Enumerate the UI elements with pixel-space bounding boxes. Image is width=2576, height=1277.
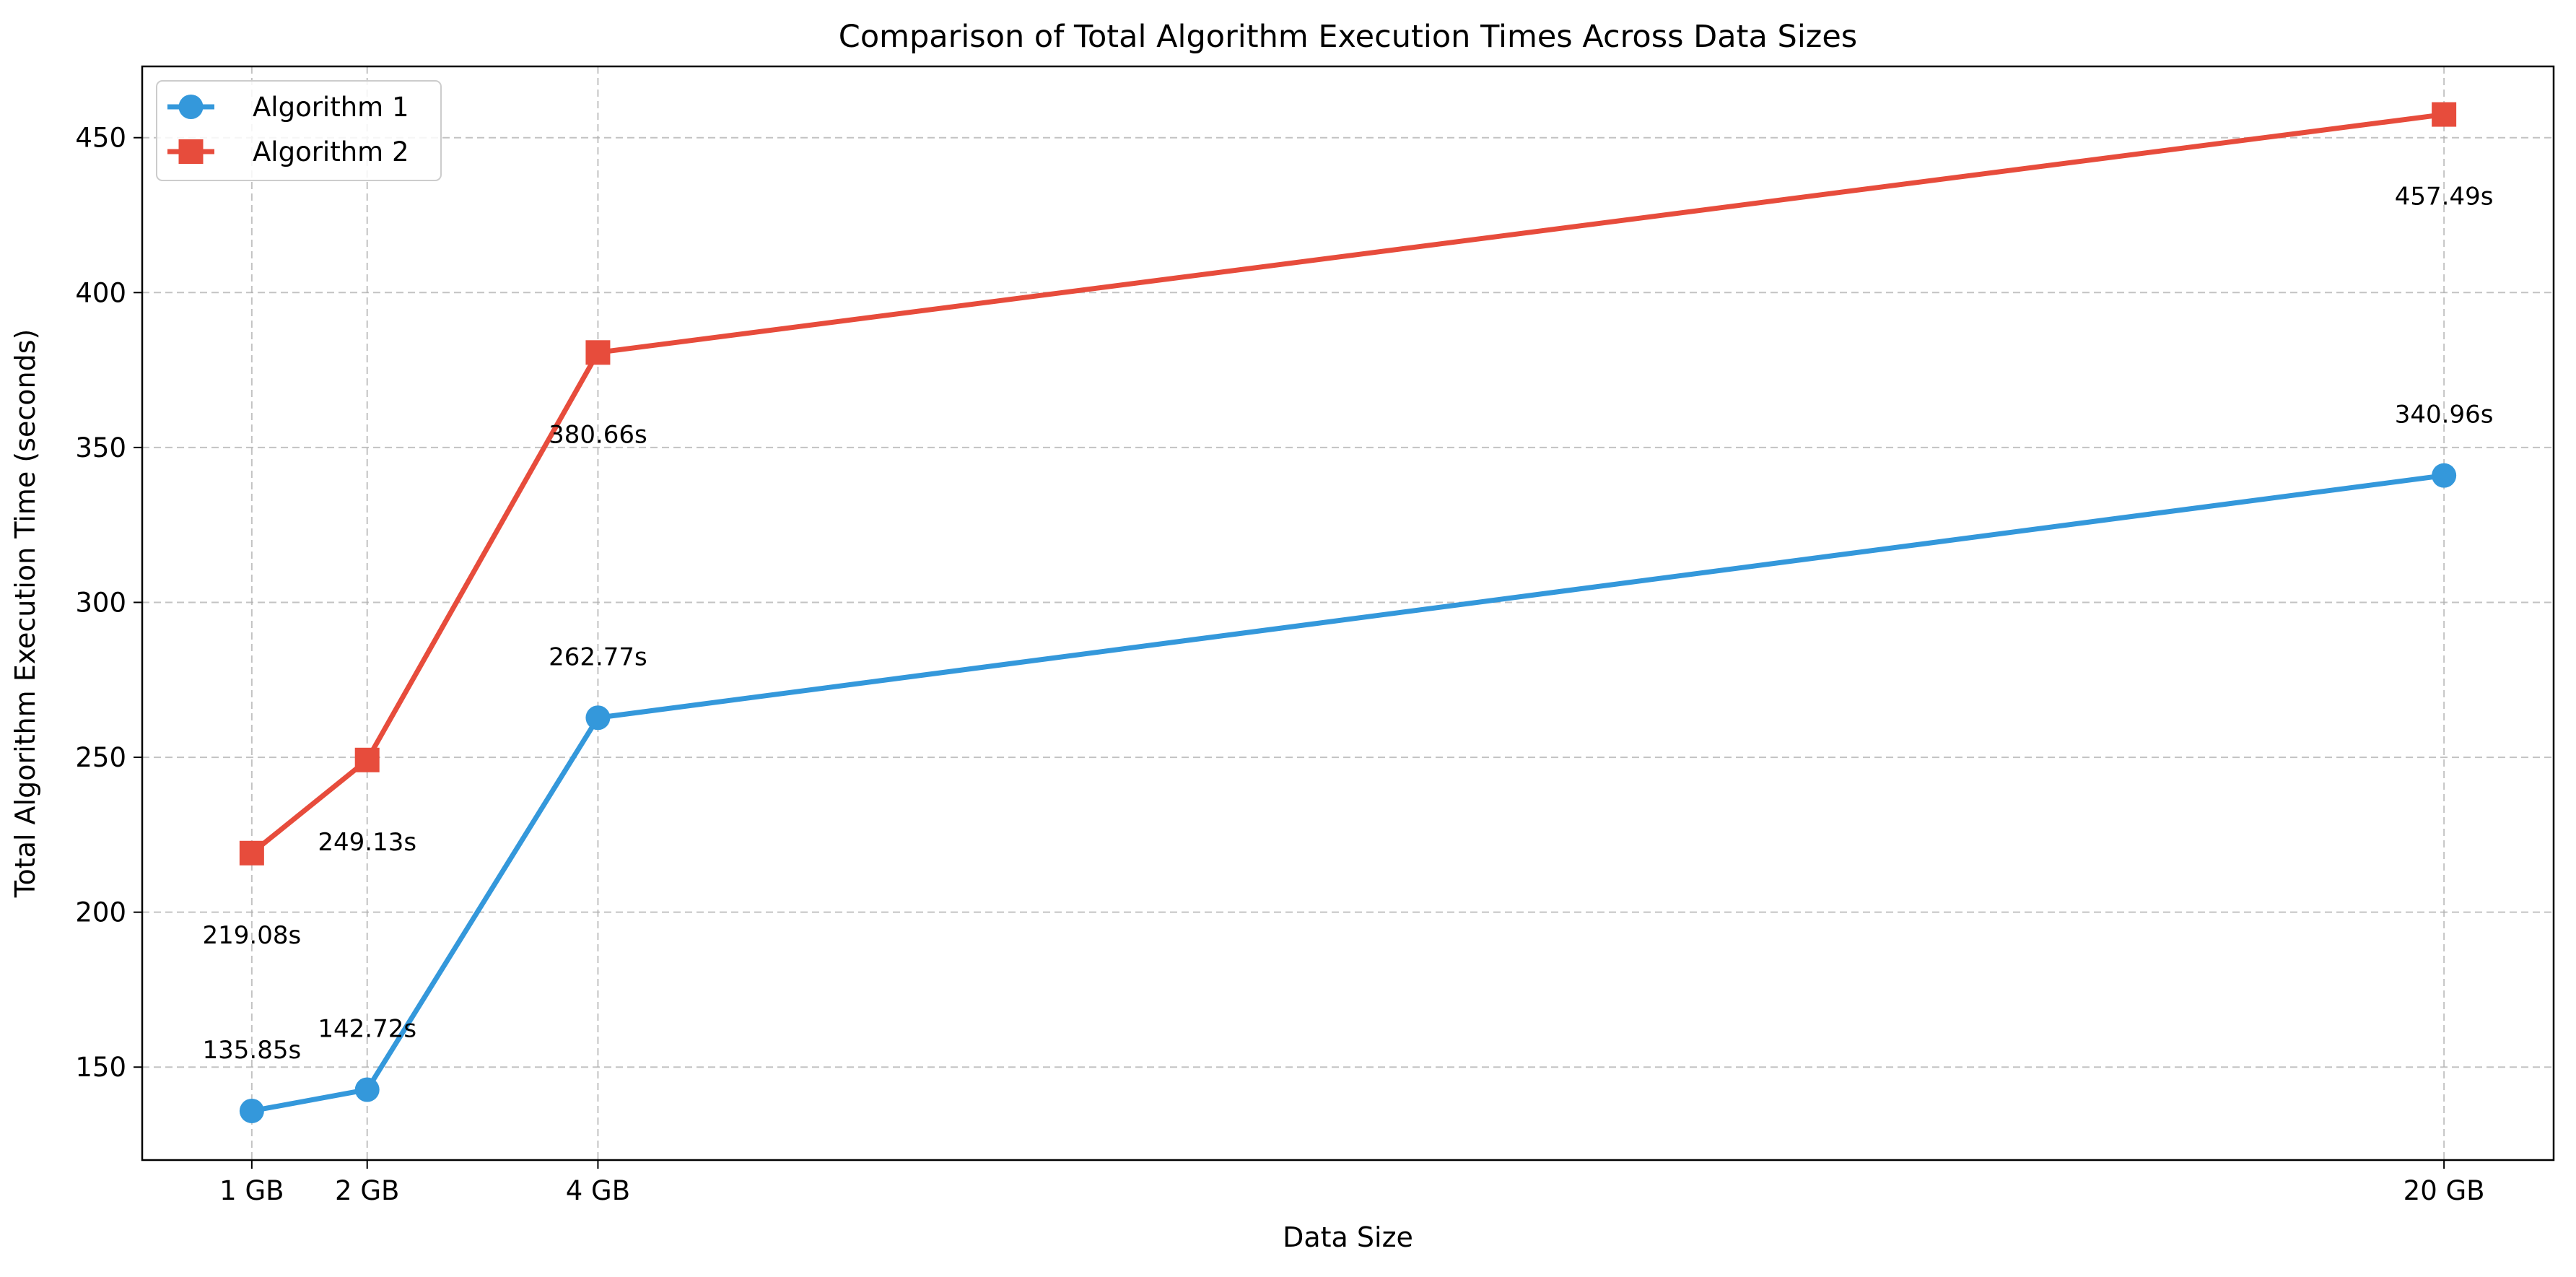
chart-title: Comparison of Total Algorithm Execution … <box>839 19 1857 55</box>
x-tick-label: 2 GB <box>335 1175 399 1206</box>
data-label: 219.08s <box>203 921 302 950</box>
data-labels: 135.85s 142.72s 262.77s 340.96s 219.08s 249.1… <box>203 183 2494 1065</box>
axis-ticks: 150 200 250 300 350 400 450 1 GB 2 GB 4 GB 20 GB <box>75 123 2484 1206</box>
y-tick-label: 450 <box>75 123 126 154</box>
grid-lines <box>142 66 2554 1160</box>
x-tick-label: 4 GB <box>566 1175 630 1206</box>
data-point <box>239 1098 264 1123</box>
y-tick-label: 400 <box>75 277 126 308</box>
data-label: 457.49s <box>2395 183 2494 212</box>
data-label: 249.13s <box>318 828 416 857</box>
data-point <box>585 705 611 731</box>
legend: Algorithm 1 Algorithm 2 <box>156 80 442 181</box>
data-label: 380.66s <box>549 420 647 449</box>
legend-label: Algorithm 2 <box>253 136 409 167</box>
data-point <box>585 340 611 365</box>
x-axis-label: Data Size <box>1283 1221 1413 1253</box>
legend-label: Algorithm 1 <box>253 92 409 123</box>
y-tick-label: 250 <box>75 742 126 773</box>
legend-marker <box>178 139 204 164</box>
y-tick-label: 150 <box>75 1052 126 1083</box>
data-label: 142.72s <box>318 1014 416 1043</box>
series-layer <box>239 102 2457 1123</box>
data-point <box>354 747 380 772</box>
data-point <box>2432 102 2457 127</box>
x-tick-label: 1 GB <box>219 1175 284 1206</box>
plot-frame <box>141 65 2555 1161</box>
legend-marker <box>178 95 204 119</box>
y-tick-label: 300 <box>75 587 126 618</box>
data-point <box>239 840 264 866</box>
legend-box <box>156 80 442 181</box>
x-tick-label: 20 GB <box>2403 1175 2485 1206</box>
series-line-2 <box>250 112 2445 855</box>
data-label: 135.85s <box>203 1036 302 1065</box>
data-point <box>2432 463 2457 488</box>
y-tick-label: 350 <box>75 432 126 463</box>
data-label: 340.96s <box>2395 401 2494 430</box>
series-line-1 <box>251 473 2445 1114</box>
data-label: 262.77s <box>549 642 647 671</box>
y-axis-label: Total Algorithm Execution Time (seconds) <box>9 329 41 899</box>
data-point <box>354 1077 380 1102</box>
y-tick-label: 200 <box>75 897 126 928</box>
